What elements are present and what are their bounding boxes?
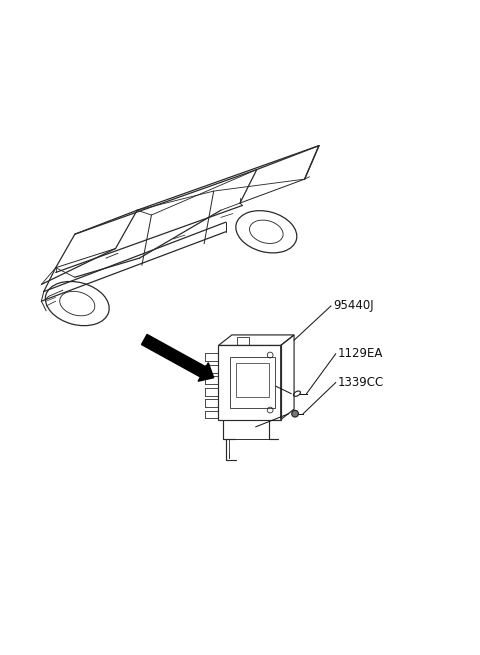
Text: 1339CC: 1339CC — [338, 376, 384, 389]
Text: 1129EA: 1129EA — [338, 347, 384, 360]
Circle shape — [292, 410, 299, 417]
Text: 95440J: 95440J — [333, 299, 374, 312]
Polygon shape — [142, 335, 206, 377]
Polygon shape — [198, 363, 214, 381]
